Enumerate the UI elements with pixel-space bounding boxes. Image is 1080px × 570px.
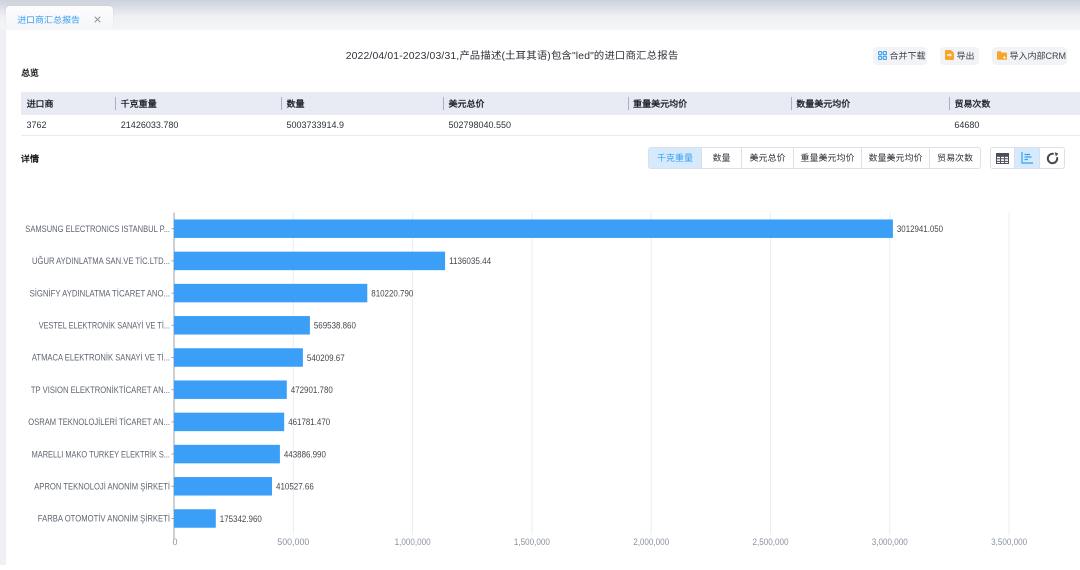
- svg-text:3,000,000: 3,000,000: [872, 537, 908, 547]
- svg-text:VESTEL ELEKTRONİK SANAYİ VE Tİ: VESTEL ELEKTRONİK SANAYİ VE Tİ...: [39, 321, 170, 331]
- svg-text:410527.66: 410527.66: [276, 482, 314, 492]
- svg-text:2,000,000: 2,000,000: [633, 537, 669, 547]
- svg-text:175342.960: 175342.960: [220, 514, 262, 524]
- svg-text:1136035.44: 1136035.44: [449, 256, 491, 266]
- svg-text:810220.790: 810220.790: [371, 288, 413, 298]
- svg-text:FARBA OTOMOTİV ANONİM ŞİRKETİ: FARBA OTOMOTİV ANONİM ŞİRKETİ: [38, 514, 170, 524]
- svg-text:ATMACA ELEKTRONİK SANAYİ VE Tİ: ATMACA ELEKTRONİK SANAYİ VE Tİ...: [32, 353, 170, 363]
- svg-text:SİGNİFY AYDINLATMA TİCARET ANO: SİGNİFY AYDINLATMA TİCARET ANO...: [30, 288, 170, 298]
- svg-text:569538.860: 569538.860: [314, 321, 356, 331]
- svg-text:SAMSUNG ELECTRONICS ISTANBUL P: SAMSUNG ELECTRONICS ISTANBUL P...: [25, 224, 170, 234]
- svg-text:APRON TEKNOLOJİ ANONİM ŞİRKETİ: APRON TEKNOLOJİ ANONİM ŞİRKETİ: [34, 482, 170, 492]
- svg-text:UĞUR AYDINLATMA SAN.VE TİC.LTD: UĞUR AYDINLATMA SAN.VE TİC.LTD...: [32, 256, 170, 266]
- svg-text:1,500,000: 1,500,000: [514, 537, 550, 547]
- svg-text:0: 0: [172, 537, 177, 547]
- svg-text:3012941.050: 3012941.050: [897, 224, 943, 234]
- svg-text:MARELLI MAKO TURKEY ELEKTRİK S: MARELLI MAKO TURKEY ELEKTRİK S...: [32, 449, 170, 459]
- svg-text:500,000: 500,000: [277, 537, 309, 547]
- svg-text:540209.67: 540209.67: [307, 353, 345, 363]
- svg-text:TP VISION ELEKTRONİKTİCARET AN: TP VISION ELEKTRONİKTİCARET AN...: [31, 385, 170, 395]
- svg-text:472901.780: 472901.780: [291, 385, 333, 395]
- svg-text:3,500,000: 3,500,000: [991, 537, 1027, 547]
- svg-text:461781.470: 461781.470: [288, 417, 330, 427]
- svg-text:443886.990: 443886.990: [284, 449, 326, 459]
- svg-text:OSRAM TEKNOLOJİLERİ TİCARET AN: OSRAM TEKNOLOJİLERİ TİCARET AN...: [28, 417, 170, 427]
- svg-text:2,500,000: 2,500,000: [753, 537, 789, 547]
- svg-text:1,000,000: 1,000,000: [395, 537, 431, 547]
